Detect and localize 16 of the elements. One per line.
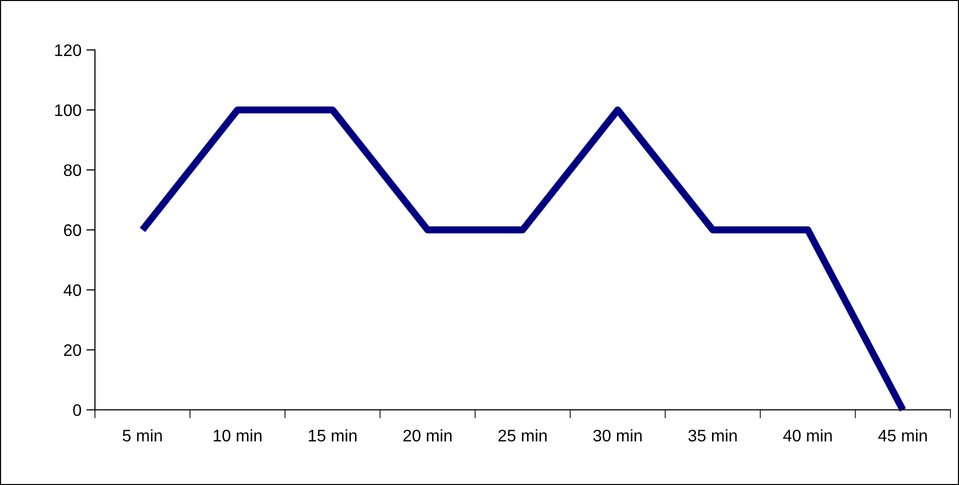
x-tick-label: 20 min	[403, 429, 452, 442]
y-tick-label: 80	[64, 164, 82, 176]
y-tick-label: 100	[55, 104, 82, 116]
x-tick-label: 5 min	[122, 429, 162, 442]
x-tick-label: 40 min	[783, 429, 832, 442]
y-tick-label: 0	[73, 404, 82, 416]
y-tick-label: 120	[55, 44, 82, 56]
x-tick-label: 25 min	[498, 429, 547, 442]
x-tick-label: 10 min	[214, 429, 262, 442]
y-tick-label: 40	[64, 284, 82, 296]
x-tick-label: 15 min	[308, 429, 356, 442]
y-tick-label: 20	[64, 344, 82, 356]
x-tick-label: 30 min	[593, 429, 642, 442]
x-tick-label: 35 min	[688, 429, 737, 442]
x-tick-label: 45 min	[878, 429, 927, 442]
y-tick-label: 60	[64, 224, 82, 236]
